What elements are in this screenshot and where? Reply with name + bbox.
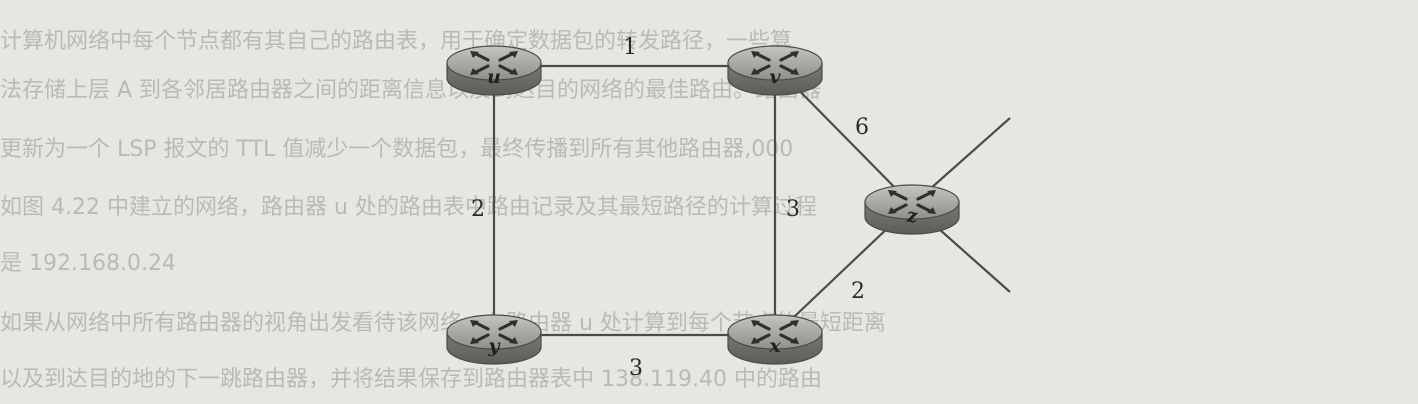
- weight-label-y-x: 3: [629, 356, 643, 381]
- weight-label-u-v: 1: [623, 35, 637, 60]
- router-cross-arrows-icon: [470, 320, 518, 344]
- router-label: z: [906, 205, 919, 227]
- routers: u v z y x: [446, 45, 960, 365]
- weight-label-x-z: 2: [851, 279, 865, 304]
- router-top: [446, 314, 542, 350]
- router-cross-arrows-icon: [888, 190, 936, 214]
- router-label: x: [768, 335, 781, 357]
- router-label: y: [487, 335, 501, 357]
- router-cross-arrows-icon: [751, 51, 799, 75]
- router-cross-arrows-icon: [470, 51, 518, 75]
- router-v: v: [727, 45, 823, 96]
- router-u: u: [446, 45, 542, 96]
- background-text-line: 更新为一个 LSP 报文的 TTL 值减少一个数据包，最终传播到所有其他路由器,…: [0, 137, 793, 162]
- router-top: [446, 45, 542, 81]
- router-y: y: [446, 314, 542, 365]
- background-text-line: 如图 4.22 中建立的网络，路由器 u 处的路由表中路由记录及其最短路径的计算…: [0, 195, 817, 220]
- router-label: v: [769, 66, 781, 88]
- router-cross-arrows-icon: [751, 320, 799, 344]
- background-text-line: 是 192.168.0.24: [0, 251, 176, 276]
- router-label: u: [487, 66, 501, 88]
- weight-label-v-z: 6: [855, 115, 869, 140]
- weight-label-v-x: 3: [786, 197, 800, 222]
- router-top: [727, 314, 823, 350]
- background-text-line: 以及到达目的地的下一跳路由器，并将结果保存到路由器表中 138.119.40 中…: [0, 367, 822, 392]
- router-top: [727, 45, 823, 81]
- weight-label-u-y: 2: [471, 197, 485, 222]
- background-text-line: 法存储上层 A 到各邻居路由器之间的距离信息以及到达目的网络的最佳路由。路由器: [0, 78, 821, 103]
- background-text-line: 计算机网络中每个节点都有其自己的路由表，用于确定数据包的转发路径，一些算: [0, 29, 792, 54]
- router-top: [864, 184, 960, 220]
- router-x: x: [727, 314, 823, 365]
- link-weights: 1 2 3 6 2 3: [471, 35, 869, 381]
- router-z: z: [864, 184, 960, 235]
